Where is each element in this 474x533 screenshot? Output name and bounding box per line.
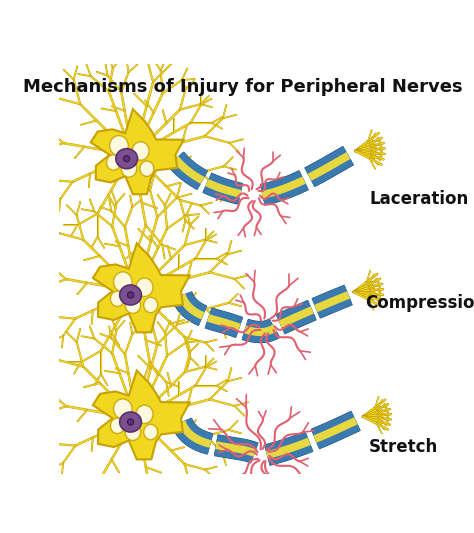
Ellipse shape — [121, 160, 137, 177]
Ellipse shape — [120, 412, 141, 432]
Ellipse shape — [120, 285, 141, 305]
Ellipse shape — [144, 424, 158, 440]
Text: Laceration: Laceration — [369, 190, 468, 208]
Ellipse shape — [110, 418, 124, 433]
Ellipse shape — [113, 272, 132, 292]
Ellipse shape — [107, 155, 120, 170]
Ellipse shape — [125, 424, 141, 440]
Ellipse shape — [136, 278, 153, 296]
Circle shape — [128, 292, 134, 298]
Text: Stretch: Stretch — [369, 439, 438, 456]
Circle shape — [128, 419, 134, 425]
Polygon shape — [91, 109, 184, 195]
Ellipse shape — [144, 297, 158, 313]
Ellipse shape — [109, 135, 128, 156]
Ellipse shape — [136, 405, 153, 424]
Polygon shape — [93, 244, 190, 333]
Ellipse shape — [125, 296, 141, 313]
Ellipse shape — [110, 291, 124, 306]
Ellipse shape — [116, 149, 137, 168]
Ellipse shape — [140, 161, 154, 176]
Ellipse shape — [113, 399, 132, 419]
Ellipse shape — [132, 142, 149, 160]
Polygon shape — [93, 370, 190, 459]
Text: Compression: Compression — [365, 294, 474, 312]
Circle shape — [124, 156, 130, 161]
Text: Mechanisms of Injury for Peripheral Nerves: Mechanisms of Injury for Peripheral Nerv… — [23, 78, 463, 96]
